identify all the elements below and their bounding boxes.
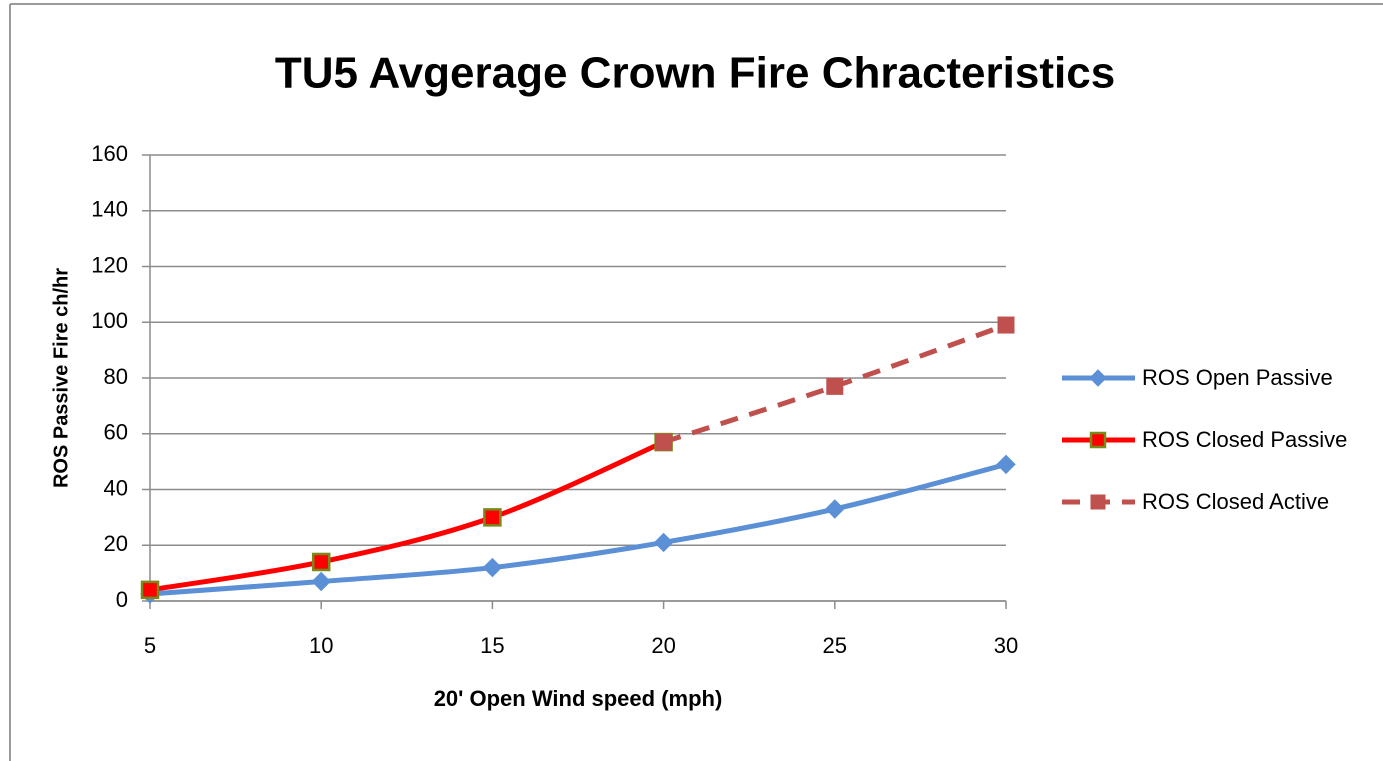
- marker: [311, 571, 331, 592]
- y-tick-label: 60: [104, 420, 128, 445]
- legend-marker: [1089, 431, 1107, 449]
- marker: [825, 499, 845, 519]
- marker: [482, 557, 503, 578]
- legend-label: ROS Closed Active: [1142, 489, 1329, 514]
- x-tick-label: 20: [651, 633, 675, 658]
- marker: [826, 377, 844, 395]
- y-tick-label: 20: [104, 531, 128, 556]
- marker: [996, 454, 1016, 475]
- x-axis-label: 20' Open Wind speed (mph): [434, 686, 723, 711]
- x-tick-label: 10: [309, 633, 333, 658]
- y-tick-label: 100: [91, 308, 128, 333]
- x-tick-label: 15: [480, 633, 504, 658]
- series-line: [149, 439, 665, 593]
- y-tick-label: 140: [91, 197, 128, 222]
- y-tick-label: 0: [116, 587, 128, 612]
- chart-title: TU5 Avgerage Crown Fire Chracteristics: [275, 49, 1115, 98]
- legend-label: ROS Closed Passive: [1142, 427, 1347, 452]
- y-tick-label: 40: [104, 475, 128, 500]
- x-tick-label: 5: [144, 633, 156, 658]
- marker: [653, 532, 674, 553]
- series-line: [149, 461, 1007, 597]
- legend-label: ROS Open Passive: [1142, 365, 1333, 390]
- y-tick-label: 80: [104, 364, 128, 389]
- legend-marker: [1089, 369, 1107, 387]
- marker: [655, 433, 673, 451]
- marker: [140, 580, 160, 600]
- marker: [997, 316, 1015, 334]
- marker: [483, 508, 502, 527]
- x-tick-label: 25: [823, 633, 847, 658]
- x-tick-label: 30: [994, 633, 1018, 658]
- y-axis-label: ROS Passive Fire ch/hr: [50, 268, 72, 488]
- legend-marker: [1090, 494, 1106, 510]
- marker: [311, 552, 331, 572]
- y-tick-label: 120: [91, 252, 128, 277]
- y-tick-label: 160: [91, 141, 128, 166]
